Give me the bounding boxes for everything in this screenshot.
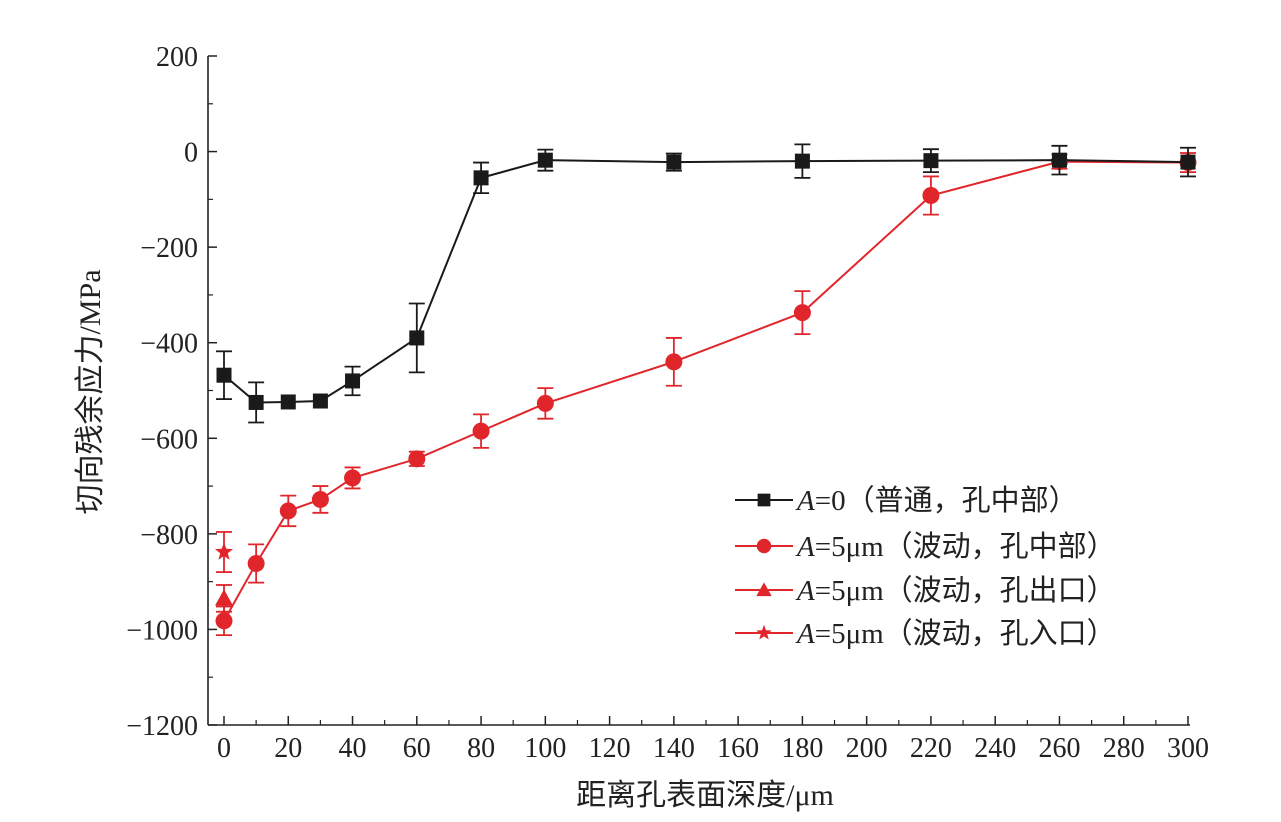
data-point [247, 554, 265, 572]
legend-label-text: =5μm（波动，孔中部） [815, 530, 1116, 563]
legend-label-italic: A [795, 485, 815, 517]
legend-entry-1: A=5μm（波动，孔中部） [735, 530, 1116, 563]
series-0 [216, 143, 1196, 424]
data-point [215, 612, 233, 630]
x-tick-label: 300 [1167, 733, 1209, 764]
data-point [793, 304, 811, 322]
data-point [344, 469, 362, 487]
legend-marker [756, 582, 772, 597]
legend-marker [756, 538, 772, 554]
legend-entry-2: A=5μm（波动，孔出口） [735, 574, 1116, 607]
legend-marker [756, 624, 772, 640]
x-tick-label: 40 [339, 733, 367, 764]
y-tick-label: −800 [140, 520, 198, 551]
legend-entry-3: A=5μm（波动，孔入口） [735, 617, 1116, 650]
x-tick-label: 100 [524, 733, 566, 764]
y-tick-label: −200 [140, 233, 198, 264]
data-point [408, 450, 426, 468]
legend-label: A=5μm（波动，孔中部） [795, 530, 1116, 563]
x-tick-label: 260 [1038, 733, 1080, 764]
data-point [472, 422, 490, 440]
legend-label-italic: A [795, 575, 815, 607]
y-axis-ticks: 200 0 −200 −400 −600 −800 −1000 −1200 [126, 42, 217, 742]
legend-label-text: =5μm（波动，孔出口） [815, 574, 1116, 607]
x-tick-label: 240 [974, 733, 1016, 764]
legend-label: A=5μm（波动，孔出口） [795, 574, 1116, 607]
x-tick-label: 80 [467, 733, 495, 764]
x-tick-label: 160 [717, 733, 759, 764]
data-point [280, 394, 296, 410]
data-point [345, 373, 361, 389]
series-1 [215, 152, 1197, 637]
y-axis-title: 切向残余应力/MPa [74, 269, 107, 514]
x-tick-label: 120 [589, 733, 631, 764]
x-axis-title: 距离孔表面深度/μm [576, 779, 834, 812]
y-tick-label: −400 [140, 329, 198, 360]
data-point [666, 154, 682, 170]
series-line [223, 159, 1189, 404]
series-3 [214, 531, 234, 573]
data-point [1180, 154, 1196, 170]
x-tick-label: 280 [1103, 733, 1145, 764]
series-layer [214, 143, 1197, 637]
legend-label-italic: A [795, 618, 815, 650]
data-point [248, 394, 264, 410]
legend: A=0（普通，孔中部）A=5μm（波动，孔中部）A=5μm（波动，孔出口）A=5… [735, 484, 1116, 650]
legend-label-text: =0（普通，孔中部） [815, 484, 1078, 517]
data-point [922, 187, 940, 205]
data-point [537, 152, 553, 168]
legend-label-italic: A [795, 531, 815, 563]
data-point [1051, 152, 1067, 168]
legend-entry-0: A=0（普通，孔中部） [735, 484, 1078, 517]
y-tick-label: −1200 [126, 711, 198, 742]
y-tick-label: −1000 [126, 615, 198, 646]
data-point [214, 542, 234, 560]
legend-label: A=5μm（波动，孔入口） [795, 617, 1116, 650]
x-tick-label: 200 [846, 733, 888, 764]
legend-marker [757, 493, 771, 507]
data-point [312, 393, 328, 409]
x-tick-label: 0 [217, 733, 231, 764]
data-point [279, 502, 297, 520]
x-tick-label: 220 [910, 733, 952, 764]
data-point [473, 170, 489, 186]
data-point [311, 490, 329, 508]
data-point [409, 330, 425, 346]
data-point [665, 353, 683, 371]
x-tick-label: 180 [781, 733, 823, 764]
x-tick-label: 20 [274, 733, 302, 764]
legend-label-text: =5μm（波动，孔入口） [815, 617, 1116, 650]
legend-label: A=0（普通，孔中部） [795, 484, 1078, 517]
x-tick-label: 60 [403, 733, 431, 764]
data-point [923, 153, 939, 169]
y-tick-label: −600 [140, 424, 198, 455]
data-point [216, 367, 232, 383]
x-axis-ticks: 0 20 40 60 80 100 120 140 160 180 200 220 240 260 280 3… [217, 716, 1209, 764]
y-tick-label: 200 [156, 42, 198, 73]
data-point [536, 394, 554, 412]
y-tick-label: 0 [184, 138, 198, 169]
x-tick-label: 140 [653, 733, 695, 764]
data-point [215, 589, 233, 606]
data-point [794, 153, 810, 169]
